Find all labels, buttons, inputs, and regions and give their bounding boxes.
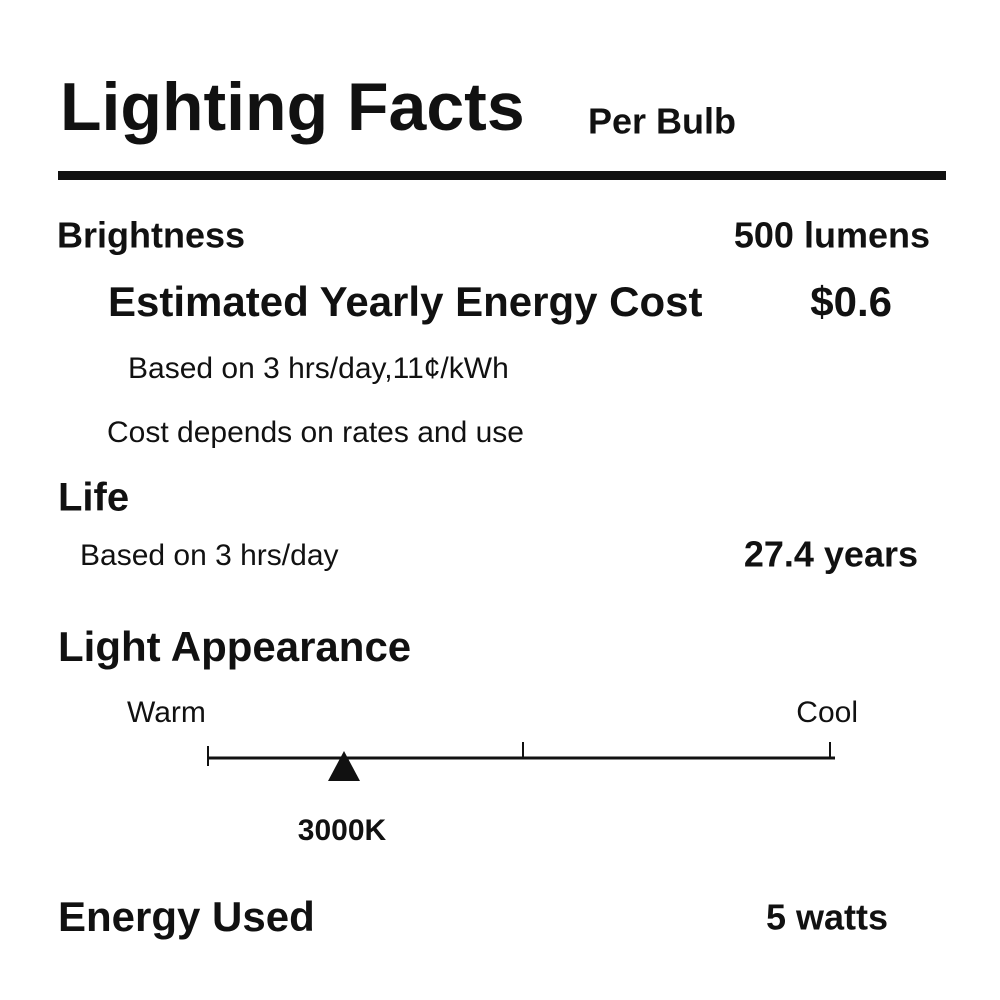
energy-cost-note: Cost depends on rates and use xyxy=(107,416,524,449)
energy-used-value: 5 watts xyxy=(766,897,888,938)
brightness-value: 500 lumens xyxy=(734,215,930,256)
marker-label: 3000K xyxy=(298,814,387,847)
life-value: 27.4 years xyxy=(744,534,918,575)
energy-cost-value: $0.6 xyxy=(810,278,892,325)
appearance-marker xyxy=(328,751,360,781)
cool-label: Cool xyxy=(796,696,858,729)
warm-label: Warm xyxy=(127,696,206,729)
title: Lighting Facts xyxy=(60,69,525,145)
subtitle: Per Bulb xyxy=(588,101,736,142)
life-basis: Based on 3 hrs/day xyxy=(80,539,339,572)
energy-cost-basis: Based on 3 hrs/day,11¢/kWh xyxy=(128,352,509,385)
energy-cost-label: Estimated Yearly Energy Cost xyxy=(108,278,702,325)
energy-used-label: Energy Used xyxy=(58,893,315,940)
header-rule xyxy=(58,171,946,180)
appearance-scale xyxy=(207,742,835,766)
life-label: Life xyxy=(58,476,129,520)
brightness-label: Brightness xyxy=(57,215,245,256)
light-appearance-label: Light Appearance xyxy=(58,623,411,670)
